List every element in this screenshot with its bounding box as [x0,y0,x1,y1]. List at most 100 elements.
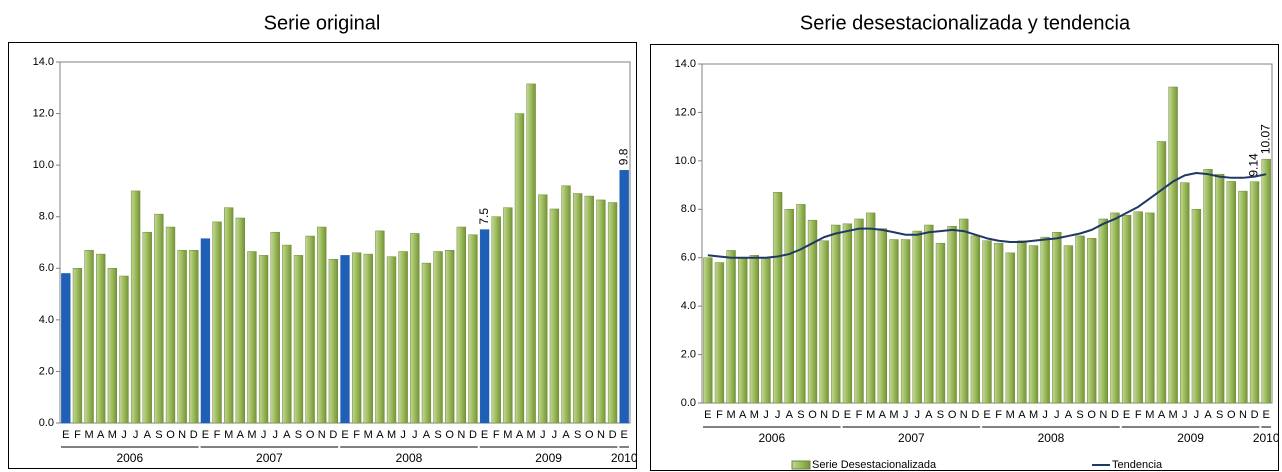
bar [317,226,327,424]
x-tick-label: J [133,429,139,441]
bar [842,223,853,404]
x-tick-label: A [1065,409,1073,421]
x-tick-label: S [1076,409,1083,421]
year-label: 2008 [1038,431,1065,445]
bar [889,239,899,404]
x-tick-label: M [1169,409,1178,421]
x-tick-label: F [353,429,360,441]
x-tick-label: E [341,429,348,441]
bar [1203,169,1213,404]
bar [1098,218,1108,404]
x-tick-label: S [295,429,302,441]
bar [410,233,420,424]
x-tick-label: E [481,429,488,441]
bar [807,219,818,404]
bar [514,113,525,424]
bar [912,230,922,404]
x-tick-label: O [166,429,175,441]
x-tick-label: J [552,429,558,441]
bar [796,204,806,404]
bar [982,240,992,404]
value-label: 10.07 [1258,124,1272,154]
bar [703,257,713,404]
bar [328,259,339,424]
x-tick-label: N [457,429,465,441]
year-label: 2009 [1177,431,1204,445]
legend-swatch [791,460,811,470]
bar [154,213,164,424]
x-tick-label: A [97,429,105,441]
bar [900,239,911,404]
bar [386,256,397,424]
x-tick-label: E [844,409,851,421]
value-label: 9.8 [616,148,630,165]
bar [1121,215,1132,404]
x-tick-label: O [1227,409,1236,421]
bar [1075,235,1085,404]
x-tick-label: M [726,409,735,421]
bar [549,208,560,424]
bar [584,195,594,424]
x-tick-label: A [786,409,794,421]
chart-title: Serie desestacionalizada y tendencia [800,12,1131,34]
bar [84,249,94,424]
x-tick-label: M [224,429,233,441]
bar [1028,245,1039,404]
bar [596,199,606,424]
x-tick-label: J [272,429,278,441]
year-label: 2009 [535,451,562,465]
value-label: 7.5 [477,208,491,225]
year-label: 2010 [611,451,638,465]
x-tick-label: O [948,409,957,421]
x-tick-label: F [74,429,81,441]
x-tick-label: N [1239,409,1247,421]
x-tick-label: F [1135,409,1142,421]
bar [340,255,350,424]
year-label: 2008 [396,451,423,465]
x-tick-label: A [562,429,570,441]
y-tick-label: 0.0 [39,417,54,429]
bar [235,217,245,424]
bar [107,268,118,424]
bar [935,242,946,404]
x-tick-label: O [306,429,315,441]
x-tick-label: O [808,409,817,421]
x-tick-label: J [775,409,781,421]
bar [819,240,829,404]
x-tick-label: J [903,409,909,421]
x-tick-label: D [190,429,198,441]
bar [561,185,571,424]
bar [1063,245,1074,404]
chart-title: Serie original [264,12,381,34]
x-tick-label: J [1194,409,1200,421]
year-label: 2010 [1253,431,1280,445]
bar [479,229,490,424]
y-tick-label: 6.0 [681,252,696,264]
x-tick-label: M [503,429,512,441]
x-tick-label: M [866,409,875,421]
x-tick-label: A [925,409,933,421]
x-tick-label: A [516,429,524,441]
bar [607,202,618,424]
x-tick-label: N [178,429,186,441]
legend-label: Tendencia [1112,459,1163,471]
x-tick-label: D [971,409,979,421]
x-tick-label: N [597,429,605,441]
bar [947,225,957,404]
bar [738,257,748,404]
bar [258,255,269,424]
bar [924,224,934,404]
bar [1238,190,1248,404]
bar [714,262,725,404]
x-tick-label: S [155,429,162,441]
x-tick-label: S [574,429,581,441]
x-tick-label: F [856,409,863,421]
x-tick-label: N [960,409,968,421]
bar [993,242,1004,404]
bar [189,249,199,424]
bar [970,235,981,404]
bar [165,226,176,424]
y-tick-label: 14.0 [33,56,54,68]
bar [784,209,794,404]
